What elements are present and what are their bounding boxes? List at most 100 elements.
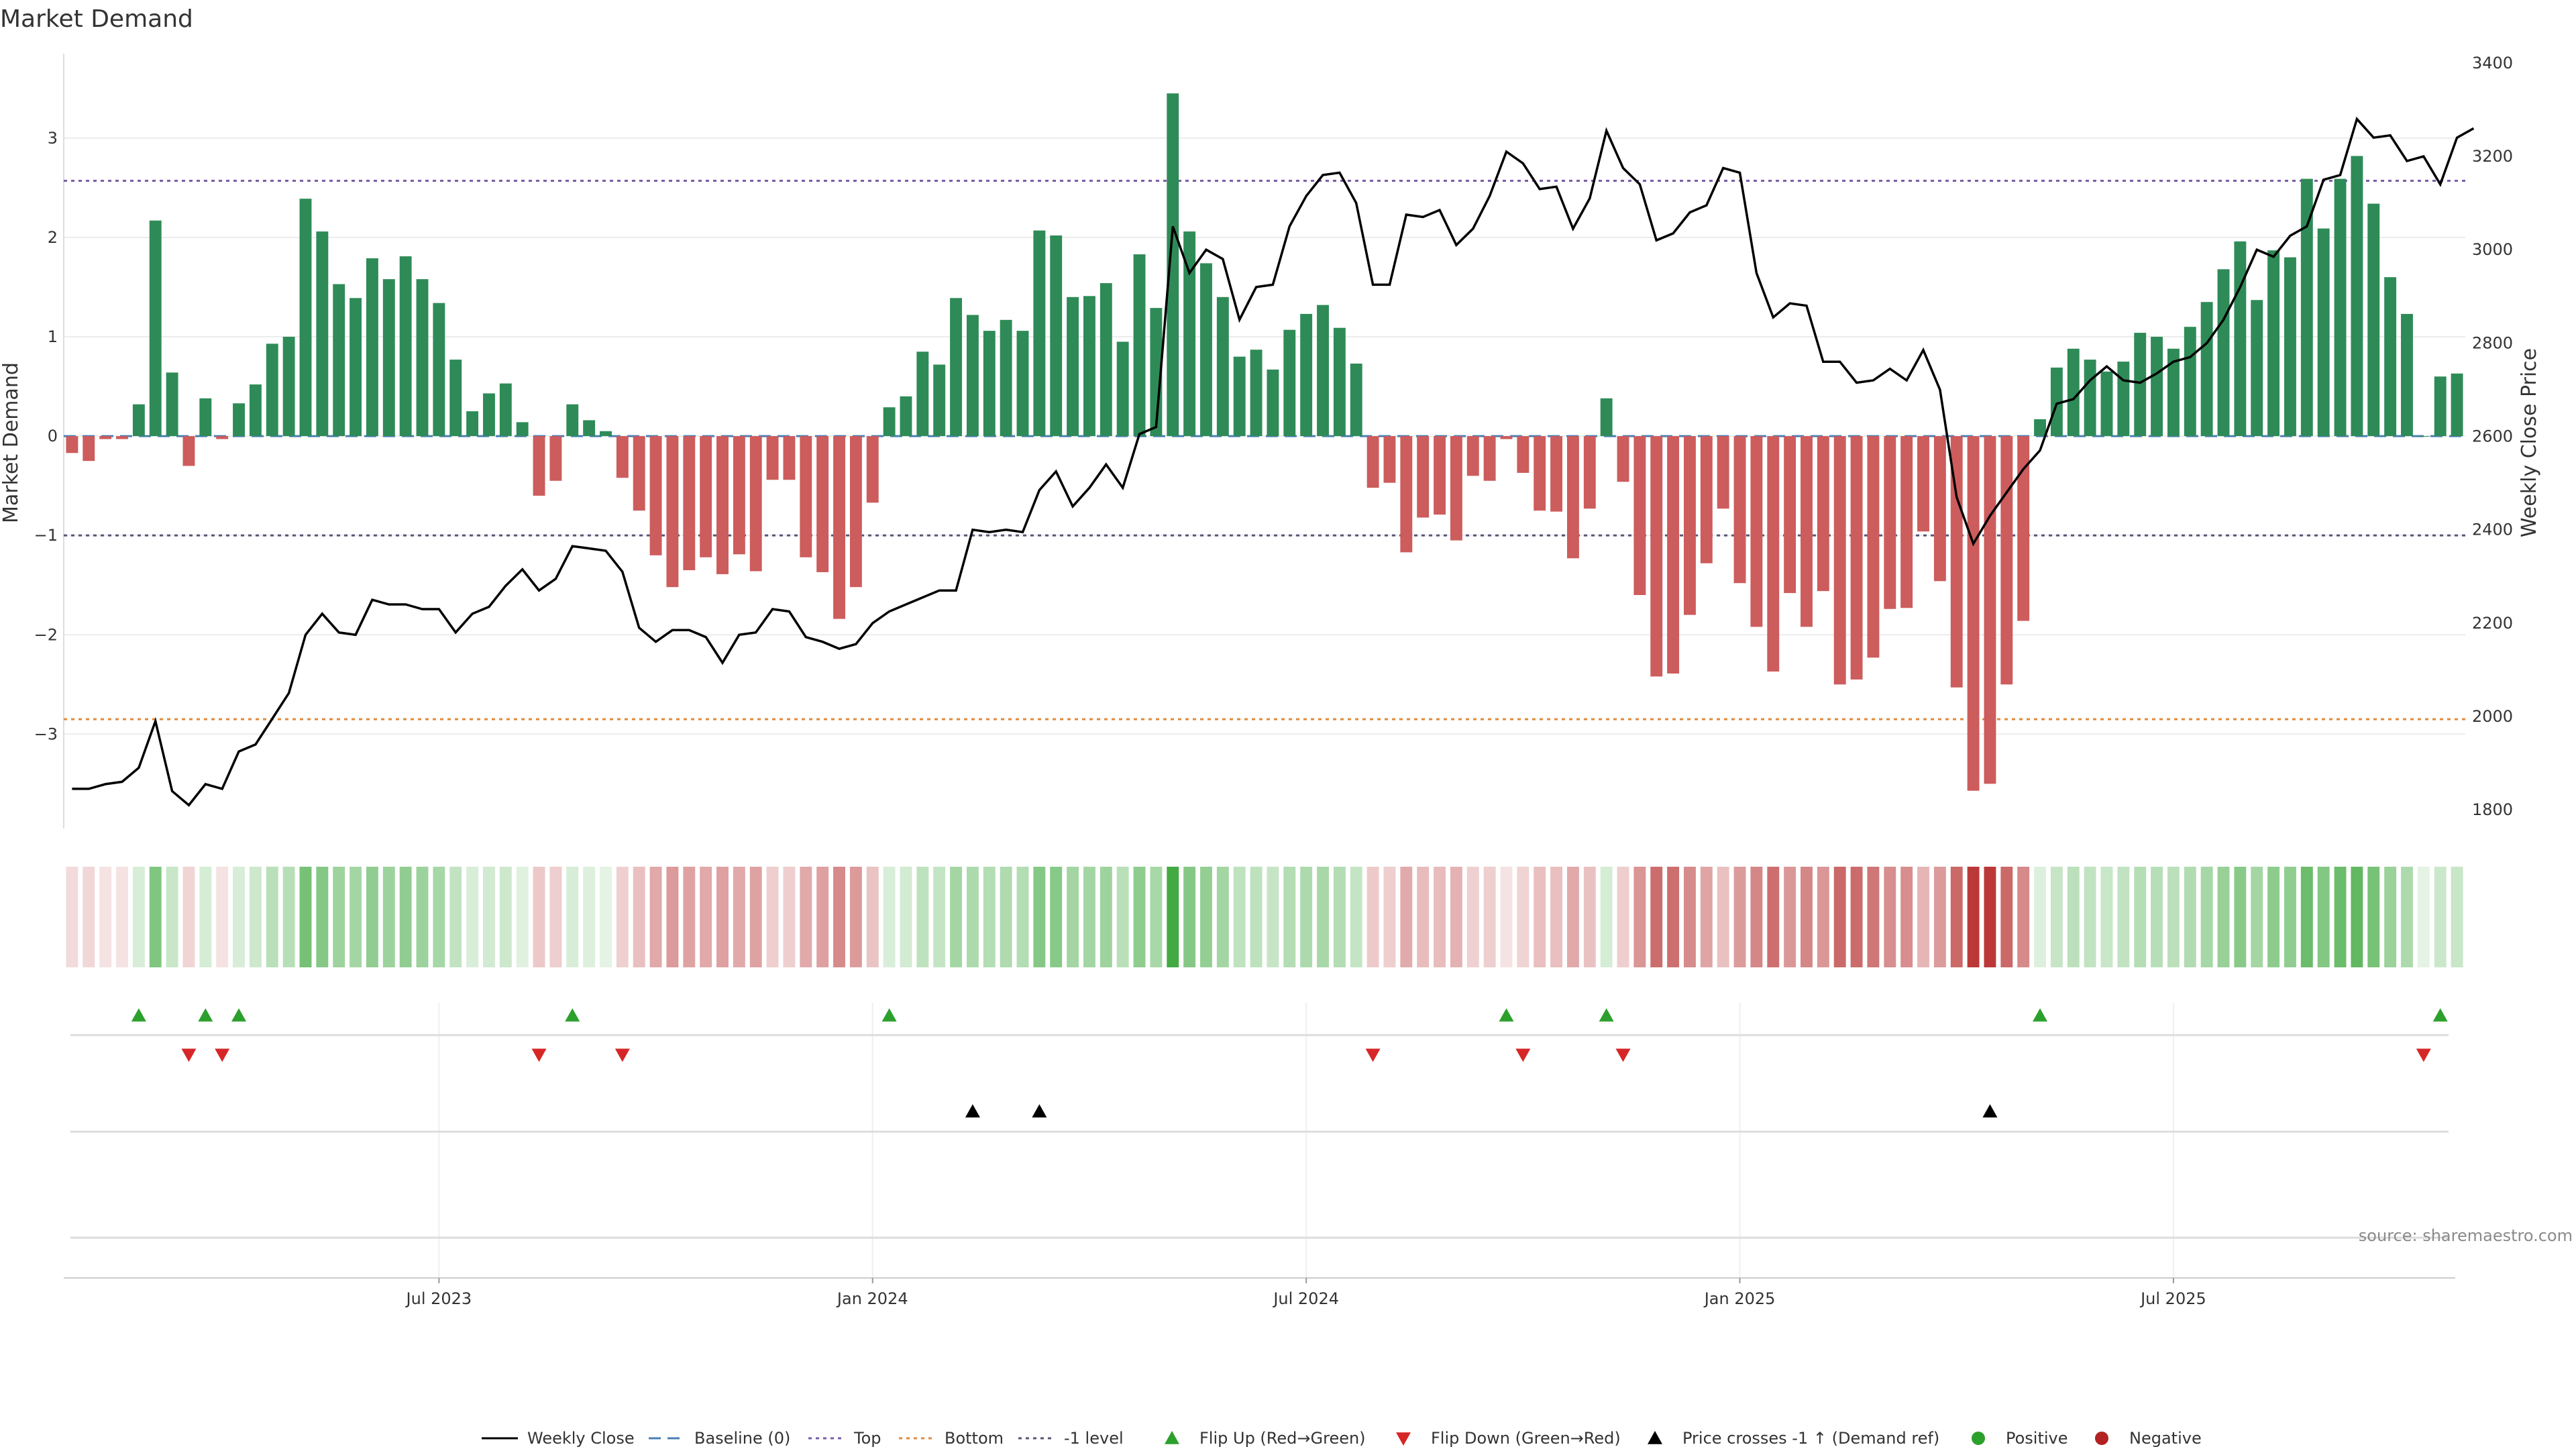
heatmap-cell [1650, 867, 1663, 967]
left-tick-label: 0 [48, 427, 58, 445]
demand-bar [216, 436, 229, 439]
legend-label: Flip Down (Green→Red) [1431, 1429, 1621, 1448]
legend-label: Baseline (0) [694, 1429, 790, 1448]
demand-bar [533, 436, 545, 496]
heatmap-cell [1016, 867, 1029, 967]
heatmap-cell [1817, 867, 1829, 967]
demand-bar [1984, 436, 1996, 784]
heatmap-cell [1633, 867, 1646, 967]
flip-up-marker [131, 1008, 146, 1022]
heatmap-cell [149, 867, 162, 967]
demand-bar [1366, 436, 1379, 488]
demand-bar [783, 436, 796, 480]
heatmap-cell [233, 867, 245, 967]
heatmap-cell [433, 867, 445, 967]
heatmap-cell [1250, 867, 1263, 967]
demand-bar [866, 436, 879, 503]
legend-item: Flip Down (Green→Red) [1396, 1429, 1621, 1448]
demand-bar [2167, 348, 2180, 437]
demand-bar [116, 436, 128, 439]
legend-item: Price crosses -1 ↑ (Demand ref) [1648, 1429, 1939, 1448]
legend-label: Bottom [945, 1429, 1004, 1448]
demand-bar [633, 436, 645, 511]
flip-down-marker [215, 1049, 230, 1062]
heatmap-cell [700, 867, 712, 967]
demand-bar [1717, 436, 1729, 509]
heatmap-cell [1366, 867, 1379, 967]
right-axis-label: Weekly Close Price [2518, 348, 2541, 537]
left-tick-label: −3 [34, 724, 58, 743]
demand-bar [733, 436, 745, 555]
x-tick-label: Jul 2023 [405, 1289, 472, 1308]
heatmap-cell [1600, 867, 1613, 967]
heatmap-cell [600, 867, 612, 967]
demand-bar [249, 384, 262, 437]
demand-bar [449, 360, 462, 437]
heatmap-cell [1233, 867, 1246, 967]
demand-bar [2434, 376, 2447, 437]
heatmap-cell [466, 867, 479, 967]
weekly-close-line [72, 116, 2475, 807]
demand-bar [1033, 230, 1046, 437]
demand-bar [2017, 436, 2030, 621]
heatmap-cell [1984, 867, 1996, 967]
legend-item: Top [808, 1429, 881, 1448]
flip-up-marker [198, 1008, 213, 1022]
demand-bar [1333, 327, 1346, 437]
demand-bar [683, 436, 696, 570]
demand-bar [883, 407, 896, 437]
heatmap-cell [849, 867, 862, 967]
heatmap-cell [1950, 867, 1963, 967]
legend-label: Top [853, 1429, 881, 1448]
demand-bar [149, 220, 162, 437]
heatmap-cell [2234, 867, 2247, 967]
demand-bar [2134, 333, 2147, 437]
x-tick-label: Jan 2025 [1703, 1289, 1776, 1308]
legend-swatch-triangle-up [1648, 1431, 1662, 1444]
flip-up-marker [1599, 1008, 1614, 1022]
demand-bar [700, 436, 712, 557]
demand-bar [749, 436, 762, 572]
demand-bar [266, 343, 278, 437]
demand-bar [1116, 341, 1129, 437]
demand-bar [1633, 436, 1646, 596]
heatmap-cell [2284, 867, 2296, 967]
demand-bar [333, 284, 345, 437]
heatmap-cell [199, 867, 212, 967]
heatmap-cell [766, 867, 779, 967]
demand-bar [2084, 360, 2096, 437]
price-cross-marker [1032, 1104, 1047, 1118]
demand-bar [666, 436, 679, 588]
demand-bar [166, 372, 178, 437]
heatmap-cell [733, 867, 745, 967]
legend-item: Negative [2095, 1429, 2202, 1448]
heatmap-cell [666, 867, 679, 967]
heatmap-cell [1684, 867, 1696, 967]
flip-down-marker [1365, 1049, 1381, 1062]
heatmap-cell [816, 867, 829, 967]
flip-up-marker [1499, 1008, 1514, 1022]
demand-bar [2034, 419, 2046, 437]
demand-bar [1300, 313, 1313, 437]
heatmap-cell [783, 867, 796, 967]
heatmap-cell [1167, 867, 1179, 967]
demand-bar [2000, 436, 2013, 685]
heatmap-cell [1667, 867, 1680, 967]
demand-bar [916, 352, 929, 437]
right-tick-label: 2800 [2472, 333, 2513, 352]
heatmap-cell [449, 867, 462, 967]
demand-bar [1700, 436, 1713, 564]
demand-bar [466, 411, 479, 437]
heatmap-cell [800, 867, 812, 967]
heatmap-cell [1767, 867, 1780, 967]
heatmap-cell [382, 867, 395, 967]
heatmap-cell [299, 867, 312, 967]
flip-down-marker [531, 1049, 547, 1062]
demand-bar [1133, 254, 1146, 437]
heatmap-cell [616, 867, 629, 967]
demand-bar [1600, 398, 1613, 437]
heatmap-cell [2067, 867, 2080, 967]
chart-title: Market Demand [0, 5, 193, 33]
demand-bar [199, 398, 212, 437]
legend-swatch-dot [1972, 1432, 1985, 1445]
